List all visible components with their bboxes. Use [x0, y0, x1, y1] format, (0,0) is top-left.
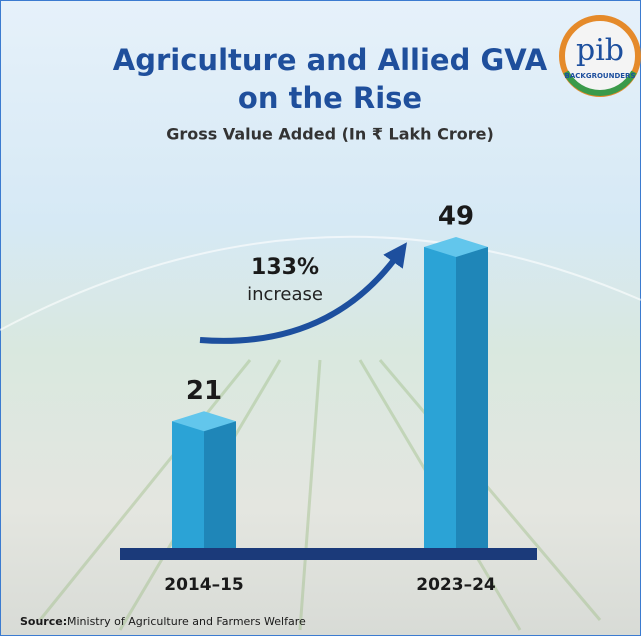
value-label: 21: [186, 376, 222, 406]
logo-subtext: BACKGROUNDERS: [565, 72, 636, 80]
bar-side: [204, 421, 236, 552]
x-tick-label: 2023–24: [416, 575, 496, 595]
logo-ring: [563, 70, 637, 96]
bar-top: [424, 237, 488, 257]
bars: 21 2014–15 49 2023–24: [164, 202, 496, 596]
bar-side: [456, 247, 488, 552]
source-label: Source:: [20, 615, 67, 628]
source-text: Ministry of Agriculture and Farmers Welf…: [67, 615, 306, 628]
bar-face: [424, 247, 456, 552]
value-label: 49: [438, 202, 474, 232]
chart-title: Agriculture and Allied GVA: [113, 43, 548, 77]
x-tick-label: 2014–15: [164, 575, 243, 595]
chart-title: on the Rise: [238, 81, 422, 115]
annotation: 133%: [251, 255, 319, 280]
bar-face: [172, 421, 204, 552]
decor-arc: [0, 235, 641, 331]
logo: pib BACKGROUNDERS: [559, 15, 641, 97]
bar-top: [172, 411, 236, 432]
annotation: increase: [247, 284, 323, 305]
chart-subtitle: Gross Value Added (In ₹ Lakh Crore): [166, 125, 494, 144]
increase-arrow: [199, 242, 407, 344]
logo-text: pib: [576, 33, 624, 68]
baseline: [120, 548, 537, 560]
